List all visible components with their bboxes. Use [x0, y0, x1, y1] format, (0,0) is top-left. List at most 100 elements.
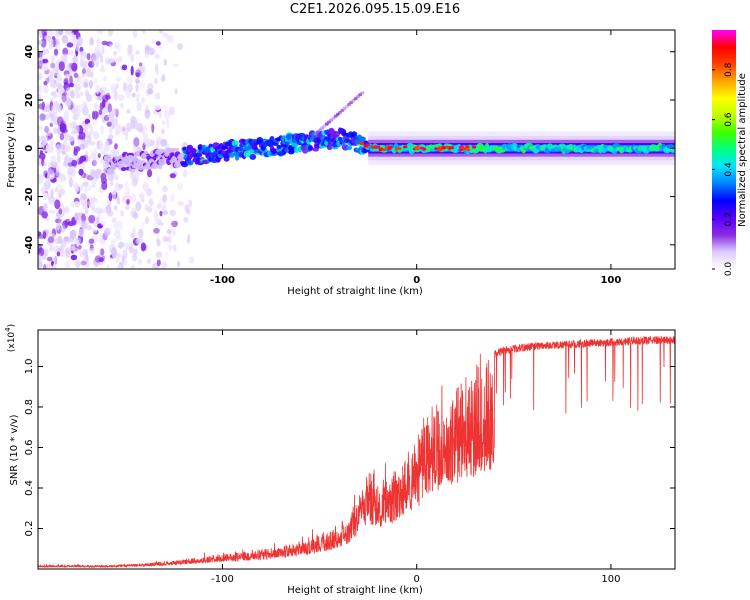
noise-blob: [135, 72, 140, 77]
noise-blob: [76, 239, 80, 247]
noise-blob: [133, 211, 138, 220]
signal-blob: [221, 145, 228, 150]
signal-blob: [256, 137, 264, 143]
noise-blob: [108, 192, 113, 202]
noise-blob: [82, 194, 87, 200]
noise-blob: [79, 51, 86, 56]
noise-blob: [46, 30, 51, 34]
noise-blob: [187, 234, 191, 244]
noise-blob: [154, 69, 160, 75]
noise-blob: [55, 222, 61, 231]
noise-blob: [165, 250, 169, 260]
noise-blob: [78, 131, 86, 140]
snr-scale-prefix: (x10: [7, 332, 17, 353]
signal-blob: [104, 154, 112, 161]
noise-blob: [132, 248, 139, 255]
noise-blob: [144, 204, 148, 212]
noise-blob: [38, 125, 43, 131]
noise-blob: [76, 94, 81, 99]
noise-blob: [135, 78, 140, 84]
noise-blob: [92, 131, 100, 140]
signal-peak: [471, 145, 477, 149]
noise-blob: [43, 161, 47, 167]
noise-blob: [89, 125, 94, 136]
noise-blob: [79, 77, 84, 88]
noise-blob: [103, 75, 107, 82]
noise-blob: [154, 104, 161, 111]
noise-blob: [86, 225, 93, 231]
noise-blob: [170, 194, 175, 203]
noise-blob: [85, 68, 92, 78]
signal-blob: [276, 144, 282, 150]
noise-blob: [162, 33, 170, 38]
svg-text:(x104): (x104): [4, 324, 17, 352]
signal-blob: [237, 147, 244, 152]
noise-blob: [156, 218, 162, 224]
noise-blob: [107, 210, 114, 217]
noise-blob: [163, 59, 167, 66]
noise-blob: [47, 30, 54, 36]
noise-blob: [48, 246, 55, 252]
noise-blob: [58, 188, 66, 196]
noise-blob: [163, 210, 168, 215]
noise-blob: [75, 43, 80, 52]
noise-blob: [121, 64, 128, 71]
noise-blob: [56, 104, 62, 112]
noise-blob: [43, 81, 48, 86]
noise-blob: [174, 88, 178, 95]
noise-blob: [122, 82, 128, 92]
noise-blob: [153, 264, 158, 269]
noise-blob: [58, 218, 63, 226]
noise-blob: [95, 84, 100, 95]
noise-blob: [108, 127, 113, 136]
noise-blob: [41, 63, 49, 72]
noise-blob: [100, 89, 106, 97]
noise-blob: [44, 125, 50, 134]
noise-blob: [111, 217, 117, 224]
noise-blob: [113, 50, 117, 56]
noise-blob: [113, 238, 117, 244]
noise-blob: [135, 238, 141, 245]
noise-blob: [38, 174, 43, 184]
signal-peak: [462, 147, 467, 151]
noise-blob: [186, 207, 191, 215]
noise-blob: [97, 238, 103, 244]
noise-blob: [82, 181, 89, 187]
noise-blob: [38, 86, 41, 94]
noise-blob: [118, 184, 124, 189]
noise-blob: [88, 80, 93, 89]
signal-blob: [249, 153, 257, 160]
noise-blob: [65, 73, 70, 78]
noise-blob: [45, 128, 52, 137]
noise-blob: [130, 232, 135, 239]
snr-ytick-label: 0.2: [24, 521, 35, 537]
signal-peak: [387, 146, 393, 149]
signal-blob: [231, 140, 239, 147]
noise-blob: [101, 46, 105, 54]
noise-blob: [43, 182, 51, 192]
noise-blob: [188, 256, 195, 264]
signal-blob: [158, 158, 166, 166]
noise-blob: [44, 263, 52, 269]
noise-blob: [112, 118, 119, 126]
noise-blob: [38, 103, 45, 110]
noise-blob: [177, 261, 181, 268]
noise-blob: [147, 83, 154, 90]
noise-blob: [101, 40, 108, 46]
noise-blob: [162, 235, 167, 243]
noise-blob: [92, 227, 98, 233]
noise-blob: [64, 77, 69, 85]
noise-blob: [130, 264, 136, 269]
noise-blob: [67, 167, 74, 176]
noise-blob: [144, 216, 150, 225]
signal-blob: [186, 160, 194, 166]
colorbar-tick-label: 0.8: [724, 62, 734, 77]
noise-blob: [130, 65, 134, 76]
snr-scale-close: ): [7, 324, 17, 328]
snr-frame: [37, 329, 676, 570]
noise-blob: [59, 244, 65, 250]
noise-blob: [109, 43, 113, 49]
noise-blob: [89, 244, 94, 251]
noise-blob: [50, 140, 54, 146]
